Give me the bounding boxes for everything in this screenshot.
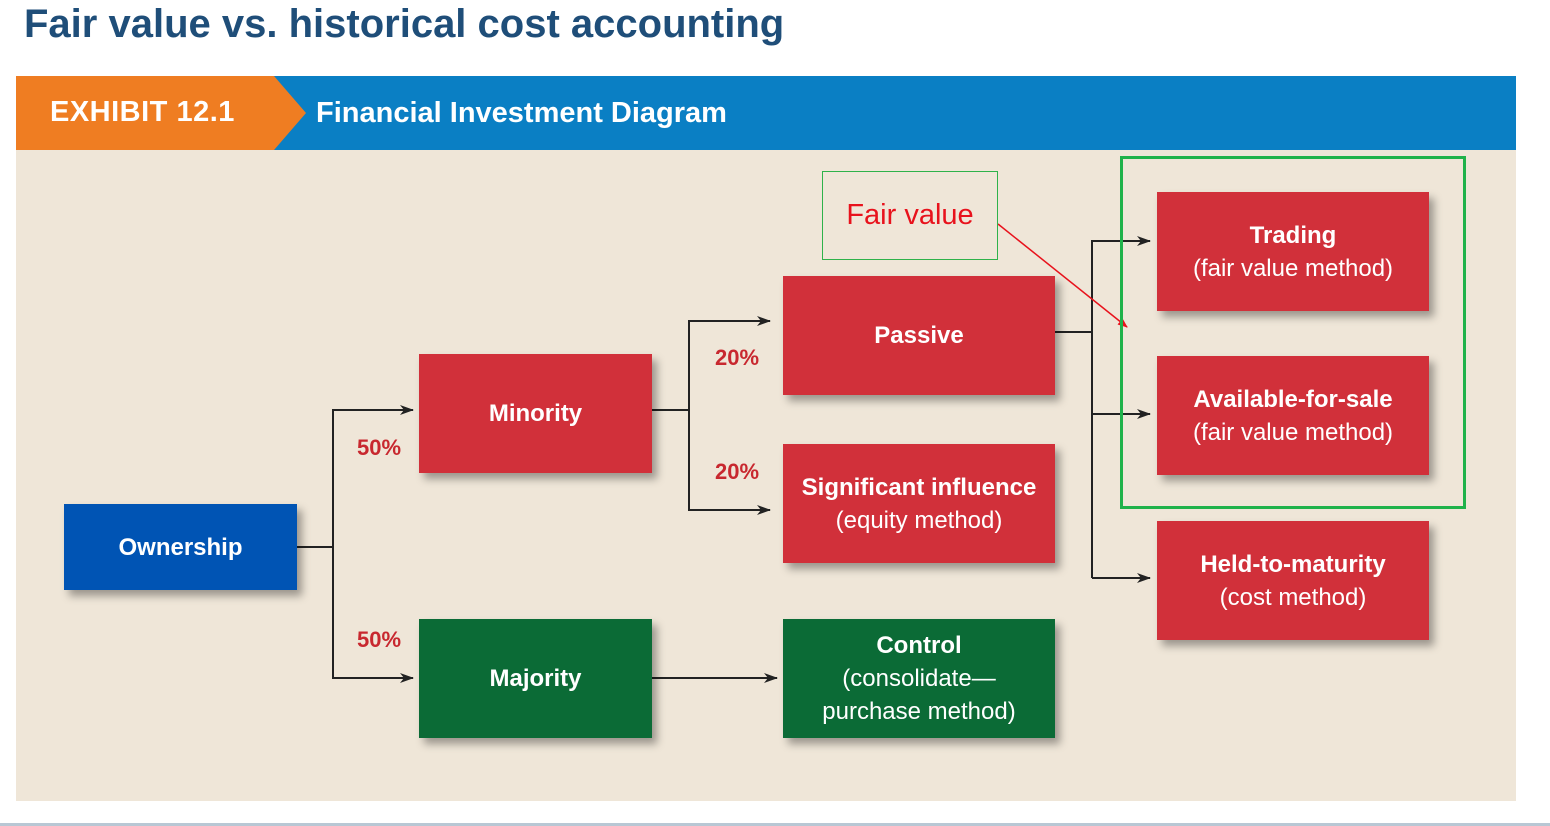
available-for-sale-method: (fair value method) [1192,418,1394,446]
passive-trading-connector [1091,236,1151,578]
majority-percentage: 50% [357,627,402,652]
bottom-divider [0,823,1550,826]
trading-method: (fair value method) [1192,254,1394,282]
held-to-maturity-box: Held-to-maturity (cost method) [1157,521,1429,640]
ownership-label: Ownership [118,533,243,561]
annotation-arrow [997,223,1128,328]
significant-influence-method: (equity method) [835,506,1003,534]
minority-significant-connector [688,410,771,515]
ownership-box: Ownership [64,504,297,590]
control-method-line1: (consolidate— [842,665,996,692]
ownership-connector [297,405,414,548]
held-to-maturity-title: Held-to-maturity [1200,550,1386,578]
minority-passive-connector [652,316,771,411]
control-box: Control (consolidate— purchase method) [783,619,1055,738]
majority-label: Majority [489,665,582,692]
held-to-maturity-method: (cost method) [1219,583,1367,611]
available-for-sale-title: Available-for-sale [1193,385,1393,413]
passive-label: Passive [874,322,964,349]
trading-title: Trading [1249,221,1337,249]
minority-percentage: 50% [357,435,402,460]
control-title: Control [876,632,962,659]
passive-percentage: 20% [715,345,760,370]
passive-box: Passive [783,276,1055,395]
control-method-line2: purchase method) [822,698,1016,725]
ownership-majority-connector [332,547,414,683]
fair-value-callout: Fair value [822,171,998,260]
minority-box: Minority [419,354,652,473]
significant-influence-title: Significant influence [801,473,1037,501]
fair-value-callout-label: Fair value [846,199,974,231]
minority-label: Minority [488,400,583,427]
trading-box: Trading (fair value method) [1157,192,1429,311]
fair-value-highlight-frame [1120,156,1466,509]
available-for-sale-box: Available-for-sale (fair value method) [1157,356,1429,475]
significant-influence-box: Significant influence (equity method) [783,444,1055,563]
significant-influence-percentage: 20% [715,459,760,484]
majority-box: Majority [419,619,652,738]
slide-title: Fair value vs. historical cost accountin… [24,2,785,46]
